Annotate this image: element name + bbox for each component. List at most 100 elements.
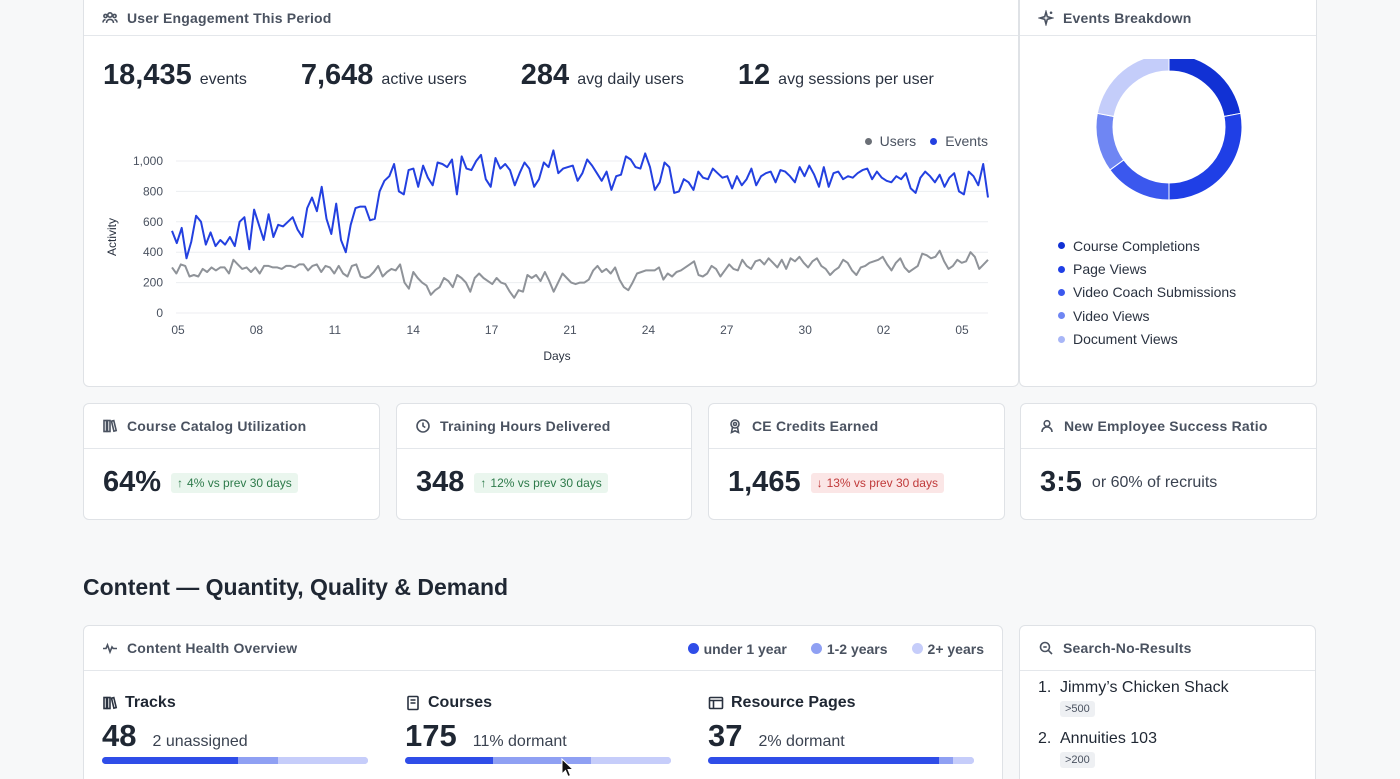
books-icon [103, 419, 118, 433]
donut-slice [1096, 59, 1170, 118]
legend-events-dot [930, 137, 938, 145]
donut-legend-item[interactable]: Video Views [1058, 304, 1236, 327]
kpi-change-text: 4% vs prev 30 days [187, 475, 292, 490]
x-tick-label: 14 [407, 323, 421, 337]
list-item[interactable]: 1. Jimmy’s Chicken Shack >500 [1038, 679, 1229, 717]
donut-legend-item[interactable]: Page Views [1058, 257, 1236, 280]
donut-legend-item[interactable]: Video Coach Submissions [1058, 281, 1236, 304]
y-axis-label: Activity [105, 218, 119, 256]
book-icon [407, 695, 419, 711]
engagement-stats: 18,435 events 7,648 active users 284 avg da… [103, 59, 988, 92]
age-distribution-bar [102, 757, 368, 764]
y-tick-label: 800 [143, 184, 163, 198]
x-tick-label: 27 [720, 323, 734, 337]
bar-segment [237, 757, 278, 764]
age-distribution-bar [708, 757, 974, 764]
stat-label: avg sessions per user [778, 71, 934, 88]
list-item[interactable]: 2. Annuities 103 >200 [1038, 730, 1229, 768]
clock-icon [416, 419, 430, 433]
donut-legend-item[interactable]: Document Views [1058, 328, 1236, 351]
stat-value: 7,648 [300, 59, 374, 91]
legend-dot [1058, 242, 1065, 250]
kpi-card-ce-credits: CE Credits Earned 1,465 ↓ 13% vs prev 30 … [708, 403, 1005, 520]
legend-2-plus-years[interactable]: 2+ years [911, 641, 984, 657]
kpi-header: New Employee Success Ratio [1021, 404, 1316, 449]
health-item-value: 175 [405, 718, 457, 753]
user-icon [1041, 419, 1053, 433]
x-tick-label: 21 [563, 323, 577, 337]
stat-events: 18,435 events [103, 59, 247, 92]
section-title: Content — Quantity, Quality & Demand [83, 574, 509, 600]
search-count-badge: >500 [1060, 701, 1095, 717]
kpi-value: 3:5 [1040, 466, 1082, 498]
legend-label: Video Views [1073, 307, 1150, 324]
sparkles-icon [1038, 10, 1054, 26]
legend-dot [810, 643, 822, 654]
health-item-tracks[interactable]: Tracks 48 2 unassigned [102, 694, 368, 764]
y-tick-label: 400 [143, 245, 163, 259]
legend-dot [1058, 335, 1065, 343]
content-health-title: Content Health Overview [127, 640, 298, 656]
bar-segment [708, 757, 940, 764]
y-tick-label: 200 [143, 276, 163, 290]
stat-label: avg daily users [577, 71, 684, 88]
y-tick-label: 600 [143, 215, 163, 229]
health-item-subtext: 2% dormant [758, 733, 845, 750]
health-item-value: 48 [102, 718, 137, 753]
legend-dot [687, 643, 699, 654]
content-health-header: Content Health Overview [84, 626, 1002, 671]
legend-under-1-year[interactable]: under 1 year [687, 641, 787, 657]
legend-dot [1058, 265, 1065, 273]
browser-window-icon [708, 696, 724, 710]
user-engagement-card: User Engagement This Period 18,435 events… [83, 0, 1019, 387]
age-distribution-bar [405, 757, 671, 764]
list-item-rank: 2. [1038, 730, 1052, 747]
kpi-title: New Employee Success Ratio [1064, 418, 1268, 434]
user-engagement-title: User Engagement This Period [127, 10, 332, 26]
kpi-subtext: or 60% of recruits [1091, 473, 1218, 491]
kpi-body: 64% ↑ 4% vs prev 30 days [103, 466, 298, 499]
legend-label: Video Coach Submissions [1073, 284, 1237, 301]
activity-pulse-icon [103, 642, 117, 655]
health-item-resource-pages[interactable]: Resource Pages 37 2% dormant [708, 694, 974, 764]
legend-events[interactable]: Events [930, 133, 988, 149]
arrow-up-icon: ↑ [177, 475, 184, 490]
list-item-term: Annuities 103 [1060, 730, 1157, 747]
x-tick-label: 11 [329, 323, 342, 337]
kpi-title: CE Credits Earned [752, 418, 879, 434]
x-axis-label: Days [543, 349, 570, 363]
kpi-change-badge: ↑ 12% vs prev 30 days [474, 472, 608, 493]
kpi-value: 64% [103, 466, 162, 498]
donut-slice [1168, 112, 1243, 201]
legend-dot [1058, 288, 1065, 296]
list-item-rank: 1. [1038, 679, 1052, 696]
health-item-courses[interactable]: Courses 175 11% dormant [405, 694, 671, 764]
users-group-icon [102, 11, 118, 24]
legend-1-2-years[interactable]: 1-2 years [810, 641, 888, 657]
kpi-body: 348 ↑ 12% vs prev 30 days [416, 466, 608, 499]
donut-legend: Course Completions Page Views Video Coac… [1058, 234, 1236, 351]
legend-users[interactable]: Users [864, 133, 916, 149]
kpi-header: Course Catalog Utilization [84, 404, 379, 449]
stat-active-users: 7,648 active users [301, 59, 467, 92]
kpi-card-training-hours: Training Hours Delivered 348 ↑ 12% vs pre… [396, 403, 692, 520]
kpi-header: CE Credits Earned [709, 404, 1004, 449]
legend-label: Document Views [1073, 331, 1178, 348]
legend-dot [1058, 312, 1065, 320]
legend-label: Page Views [1073, 261, 1147, 278]
x-tick-label: 24 [642, 323, 656, 337]
bar-segment [591, 757, 671, 764]
search-no-results-card: Search-No-Results 1. Jimmy’s Chicken Shac… [1019, 625, 1316, 779]
x-tick-label: 17 [485, 323, 499, 337]
stat-avg-daily-users: 284 avg daily users [521, 59, 684, 92]
bar-segment [277, 757, 368, 764]
books-icon [103, 696, 118, 710]
arrow-down-icon: ↓ [816, 475, 823, 490]
search-icon [1039, 641, 1053, 655]
donut-slice [1095, 112, 1125, 171]
kpi-card-catalog-utilization: Course Catalog Utilization 64% ↑ 4% vs pr… [83, 403, 380, 520]
kpi-value: 1,465 [728, 466, 801, 498]
stat-avg-sessions: 12 avg sessions per user [738, 59, 934, 92]
series-line-events [171, 149, 989, 260]
donut-legend-item[interactable]: Course Completions [1058, 234, 1236, 257]
